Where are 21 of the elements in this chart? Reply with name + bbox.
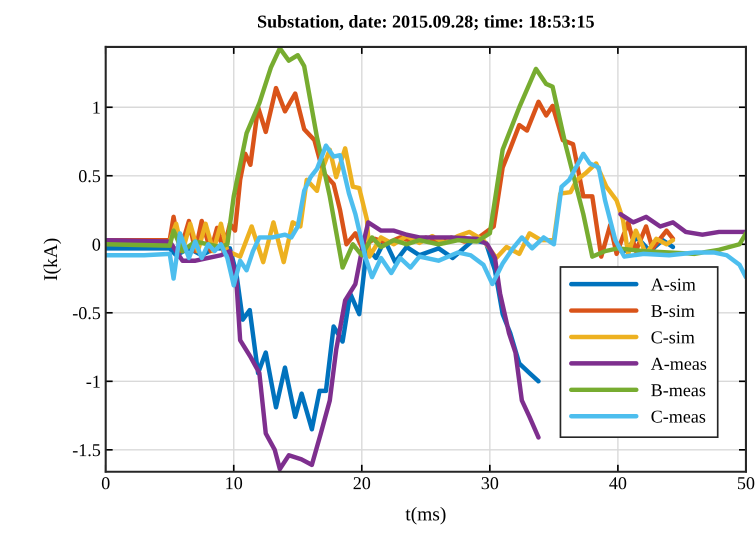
y-tick-label: 0 xyxy=(92,238,100,251)
x-tick-label: 50 xyxy=(738,477,754,490)
legend-label: C-meas xyxy=(651,410,706,423)
x-tick-label: 0 xyxy=(102,477,110,490)
legend-label: A-sim xyxy=(650,278,696,291)
y-tick-label: -1.5 xyxy=(72,444,100,456)
x-tick-label: 20 xyxy=(354,477,370,490)
y-tick-label: -0.5 xyxy=(72,307,100,320)
y-tick-label: -1 xyxy=(86,376,100,388)
chart-title: Substation, date: 2015.09.28; time: 18:53:15 xyxy=(258,14,594,30)
y-axis-title: I(kA) xyxy=(44,238,62,280)
x-tick-label: 30 xyxy=(482,477,498,490)
y-tick-label: 1 xyxy=(93,102,100,114)
x-tick-label: 10 xyxy=(226,477,242,490)
x-tick-label: 40 xyxy=(609,477,626,490)
y-tick-label: 0.5 xyxy=(78,170,100,182)
legend-label: B-sim xyxy=(651,304,695,318)
x-axis-title: t(ms) xyxy=(405,506,446,524)
legend-label: A-meas xyxy=(650,358,706,370)
legend-label: B-meas xyxy=(651,384,706,396)
legend-label: C-sim xyxy=(651,331,695,344)
